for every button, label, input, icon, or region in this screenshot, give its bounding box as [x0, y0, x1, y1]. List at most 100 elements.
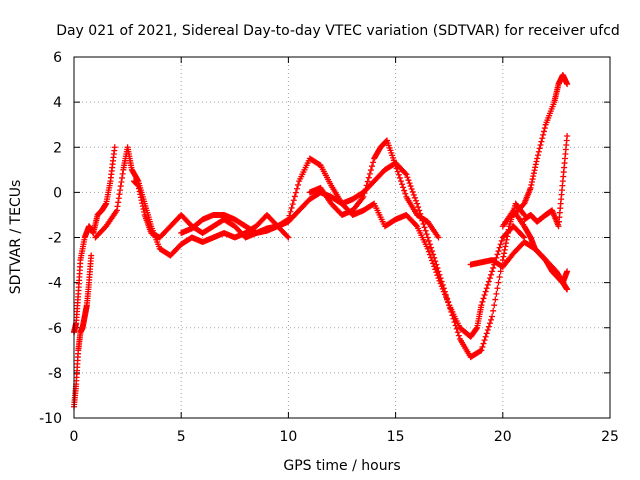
data-point: [395, 171, 402, 178]
x-axis-label: GPS time / hours: [283, 458, 400, 474]
data-point: [440, 285, 447, 292]
data-point: [408, 185, 415, 192]
data-point: [480, 295, 487, 302]
data-point: [477, 347, 484, 354]
y-axis-label: SDTVAR / TECUs: [8, 180, 24, 295]
data-point: [287, 208, 294, 215]
data-point: [445, 298, 452, 305]
x-tick-labels: 0 5 10 15 20 25: [70, 429, 619, 445]
data-point: [453, 325, 460, 332]
data-point: [486, 275, 493, 282]
y-tick-label: 4: [53, 95, 62, 111]
data-point: [402, 170, 409, 177]
data-point: [415, 204, 422, 211]
series-track: [71, 144, 118, 336]
data-point: [423, 231, 430, 238]
data-point: [396, 174, 403, 181]
data-point: [488, 271, 495, 278]
data-point: [494, 285, 501, 292]
data-point: [498, 237, 505, 244]
data-point: [496, 244, 503, 251]
data-point: [406, 180, 413, 187]
data-point: [426, 241, 433, 248]
data-point: [292, 189, 299, 196]
data-point: [482, 288, 489, 295]
y-tick-label: 0: [53, 185, 62, 201]
data-point: [454, 329, 461, 336]
data-point: [360, 193, 367, 200]
data-point: [289, 201, 296, 208]
data-point: [535, 148, 542, 155]
data-point: [540, 131, 547, 138]
data-point: [399, 181, 406, 188]
data-point: [434, 264, 441, 271]
data-point: [425, 248, 432, 255]
y-tick-labels: -10 -8 -6 -4 -2 0 2 4 6: [39, 50, 62, 427]
data-point: [430, 251, 437, 258]
data-point: [295, 181, 302, 188]
data-point: [480, 340, 487, 347]
data-point: [520, 210, 527, 217]
data-point: [284, 233, 291, 240]
data-point: [403, 171, 410, 178]
data-point: [424, 245, 431, 252]
data-point: [405, 177, 412, 184]
series-track: [71, 252, 95, 410]
data-point: [479, 298, 486, 305]
data-point: [407, 183, 414, 190]
series-track: [499, 207, 571, 293]
data-point: [451, 319, 458, 326]
data-point: [88, 252, 95, 259]
data-point: [409, 188, 416, 195]
data-point: [411, 194, 418, 201]
data-point: [293, 185, 300, 192]
series-track: [510, 72, 571, 218]
series-track: [131, 155, 528, 340]
data-point: [433, 261, 440, 268]
data-point: [437, 275, 444, 282]
data-point: [416, 207, 423, 214]
y-tick-label: -10: [39, 411, 62, 427]
data-point: [288, 204, 295, 211]
data-point: [446, 302, 453, 309]
data-point: [520, 233, 527, 240]
data-point: [365, 174, 372, 181]
y-tick-label: 2: [53, 140, 62, 156]
data-point: [444, 295, 451, 302]
data-point: [492, 296, 499, 303]
data-point: [366, 170, 373, 177]
data-point: [410, 191, 417, 198]
data-point: [438, 278, 445, 285]
data-point: [564, 81, 571, 88]
data-point: [538, 138, 545, 145]
data-point: [486, 320, 493, 327]
y-tick-label: -6: [48, 321, 62, 337]
data-point: [490, 264, 497, 271]
data-point: [442, 292, 449, 299]
data-point: [367, 167, 374, 174]
data-point: [493, 290, 500, 297]
data-point: [485, 278, 492, 285]
data-point: [421, 224, 428, 231]
data-point: [490, 307, 497, 314]
data-point: [431, 254, 438, 261]
data-point: [539, 135, 546, 142]
data-point: [429, 248, 436, 255]
data-point: [436, 271, 443, 278]
y-tick-label: -2: [48, 231, 62, 247]
data-point: [400, 184, 407, 191]
x-tick-label: 0: [70, 429, 79, 445]
data-point: [496, 273, 503, 280]
data-point: [478, 347, 485, 354]
data-point: [441, 288, 448, 295]
data-point: [401, 187, 408, 194]
data-point: [402, 190, 409, 197]
data-point: [397, 178, 404, 185]
data-point: [491, 302, 498, 309]
series-track: [92, 144, 292, 259]
x-tick-label: 5: [177, 429, 186, 445]
data-point: [541, 125, 548, 132]
data-point: [484, 327, 491, 334]
data-point: [393, 165, 400, 172]
data-point: [392, 162, 399, 169]
